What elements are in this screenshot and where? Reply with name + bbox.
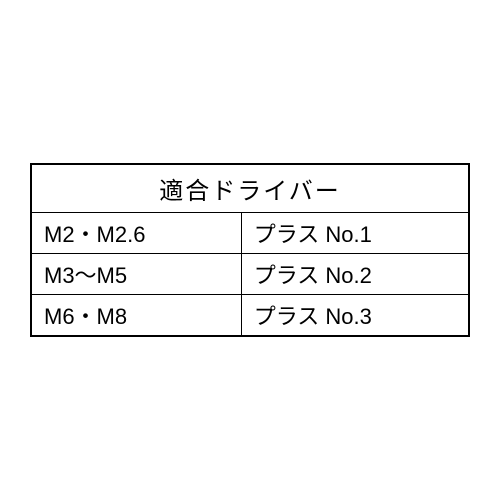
table: 適合ドライバー M2・M2.6 プラス No.1 M3～M5 プラス No.2 … <box>30 163 470 337</box>
driver-cell: プラス No.2 <box>241 254 469 295</box>
table-header: 適合ドライバー <box>31 164 469 213</box>
driver-compatibility-table: 適合ドライバー M2・M2.6 プラス No.1 M3～M5 プラス No.2 … <box>30 163 470 337</box>
table-row: M2・M2.6 プラス No.1 <box>31 213 469 254</box>
size-cell: M3～M5 <box>31 254 241 295</box>
driver-cell: プラス No.1 <box>241 213 469 254</box>
size-cell: M6・M8 <box>31 295 241 337</box>
table-row: M6・M8 プラス No.3 <box>31 295 469 337</box>
driver-cell: プラス No.3 <box>241 295 469 337</box>
size-cell: M2・M2.6 <box>31 213 241 254</box>
table-header-row: 適合ドライバー <box>31 164 469 213</box>
table-row: M3～M5 プラス No.2 <box>31 254 469 295</box>
